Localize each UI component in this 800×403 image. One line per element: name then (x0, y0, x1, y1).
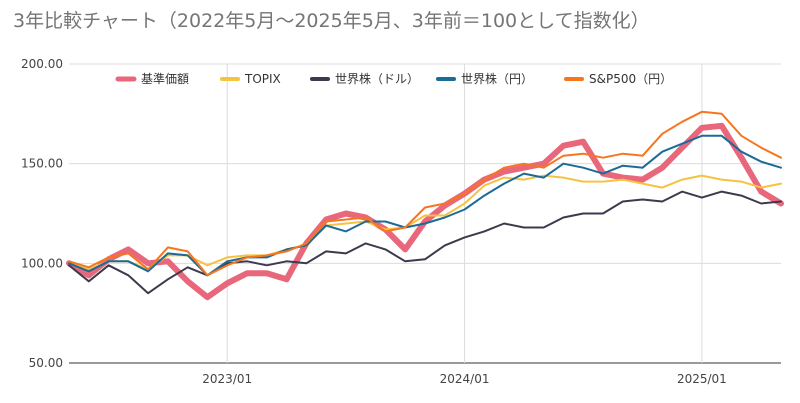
chart-title: 3年比較チャート（2022年5月〜2025年5月、3年前＝100として指数化） (13, 10, 650, 32)
series-line-0 (66, 122, 784, 301)
series-line-2 (68, 190, 782, 295)
grid-lines (69, 63, 781, 364)
series-line-4 (68, 110, 782, 277)
legend-label: 世界株（円） (461, 71, 533, 86)
legend-label: S&P500（円） (589, 72, 672, 86)
legend: 基準価額 TOPIX 世界株（ドル） 世界株（円） S&P500（円） (115, 71, 672, 86)
series-line-3 (68, 134, 782, 277)
x-tick-label: 2025/01 (677, 372, 727, 386)
series-lines (66, 110, 784, 301)
legend-label: 世界株（ドル） (335, 71, 419, 86)
y-tick-label: 200.00 (21, 57, 63, 71)
legend-label: 基準価額 (141, 71, 189, 86)
x-tick-label: 2024/01 (440, 372, 490, 386)
x-tick-label: 2023/01 (202, 372, 252, 386)
y-tick-label: 100.00 (21, 256, 63, 270)
y-axis-ticks: 200.00 150.00 100.00 50.00 (21, 57, 63, 370)
legend-label: TOPIX (244, 72, 281, 86)
y-tick-label: 50.00 (29, 356, 63, 370)
x-axis-ticks: 2023/01 2024/01 2025/01 (202, 372, 727, 386)
y-tick-label: 150.00 (21, 157, 63, 171)
